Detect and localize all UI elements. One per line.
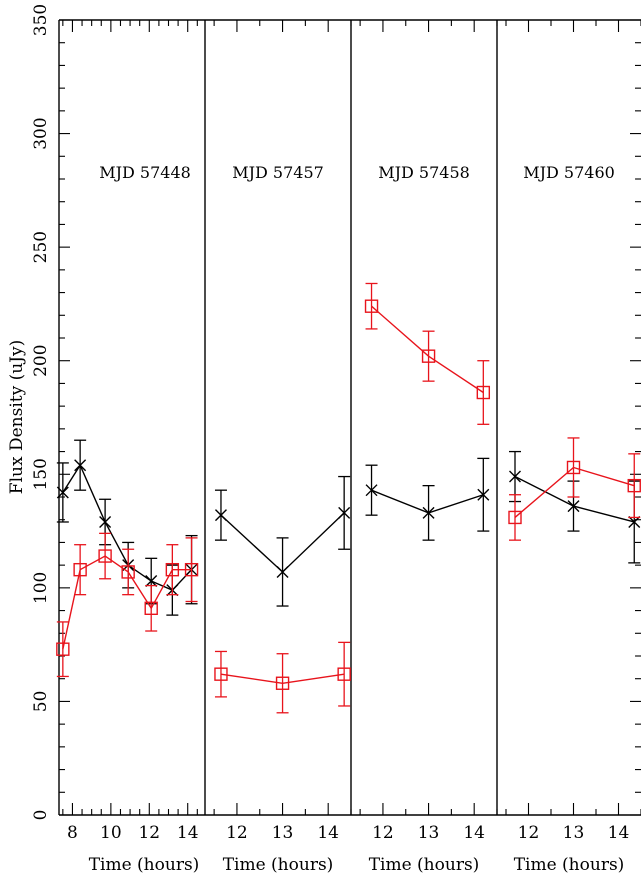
data-point-cross [628,515,641,528]
data-point-square [508,510,522,525]
x-tick-label: 13 [272,823,294,843]
data-point-square [73,562,87,577]
data-point-cross [276,565,289,578]
series-line [514,475,635,523]
y-tick-label: 300 [31,117,51,149]
panel-label: MJD 57457 [232,163,324,182]
data-point-square [627,478,641,493]
data-point-square [476,385,491,400]
data-point-cross [509,470,521,483]
data-point-cross [567,500,580,513]
data-point-cross [338,506,351,519]
x-tick-label: 12 [372,823,394,843]
data-point-square [275,676,290,690]
data-marks [56,282,641,714]
data-point-square [214,667,228,681]
y-axis-title: Flux Density (uJy) [7,340,27,494]
y-tick-label: 0 [31,810,51,821]
x-tick-label: 14 [463,823,485,843]
data-point-square [56,642,70,656]
data-point-square [144,601,158,615]
data-point-square [121,565,135,579]
x-tick-label: 13 [418,823,440,843]
data-point-square [165,562,180,577]
data-point-square [184,562,199,577]
x-axis-title: Time (hours) [223,855,334,875]
panel-frames [58,19,641,816]
x-tick-label: 12 [138,823,160,843]
data-point-square [337,667,351,681]
tick-labels: 0 50 100 150 200 250 300 350 8 10 12 14 Time (hours)… [31,4,629,875]
data-point-cross [214,509,227,522]
series-line [371,305,484,394]
panel-label: MJD 57460 [523,163,615,182]
series-line [371,489,484,514]
y-tick-label: 50 [31,691,51,713]
y-tick-label: 100 [31,572,51,604]
data-point-cross [56,486,69,499]
y-tick-label: 350 [31,4,51,36]
data-point-square [364,299,379,313]
x-axis-title: Time (hours) [89,855,200,875]
x-tick-label: 12 [518,823,540,843]
x-tick-label: 10 [100,823,122,843]
data-point-square [421,349,436,363]
x-tick-label: 12 [226,823,248,843]
x-axis-title: Time (hours) [514,855,625,875]
y-tick-label: 200 [31,344,51,376]
data-point-square [566,460,581,475]
data-point-cross [99,515,112,528]
data-point-cross [74,459,87,472]
axis-ticks [59,19,641,816]
x-tick-label: 13 [563,823,585,843]
x-tick-label: 14 [317,823,339,843]
series-line [514,466,635,518]
data-point-cross [477,488,490,501]
data-point-cross [145,575,158,588]
data-point-cross [422,506,435,519]
x-axis-title: Time (hours) [369,855,480,875]
panel-label: MJD 57448 [99,163,191,182]
y-tick-label: 150 [31,458,51,490]
data-point-square [98,549,112,563]
panel-label: MJD 57458 [378,163,470,182]
x-tick-label: 14 [177,823,199,843]
data-point-cross [365,484,378,497]
x-tick-label: 14 [608,823,630,843]
x-tick-label: 8 [67,823,78,843]
y-tick-label: 250 [31,231,51,263]
